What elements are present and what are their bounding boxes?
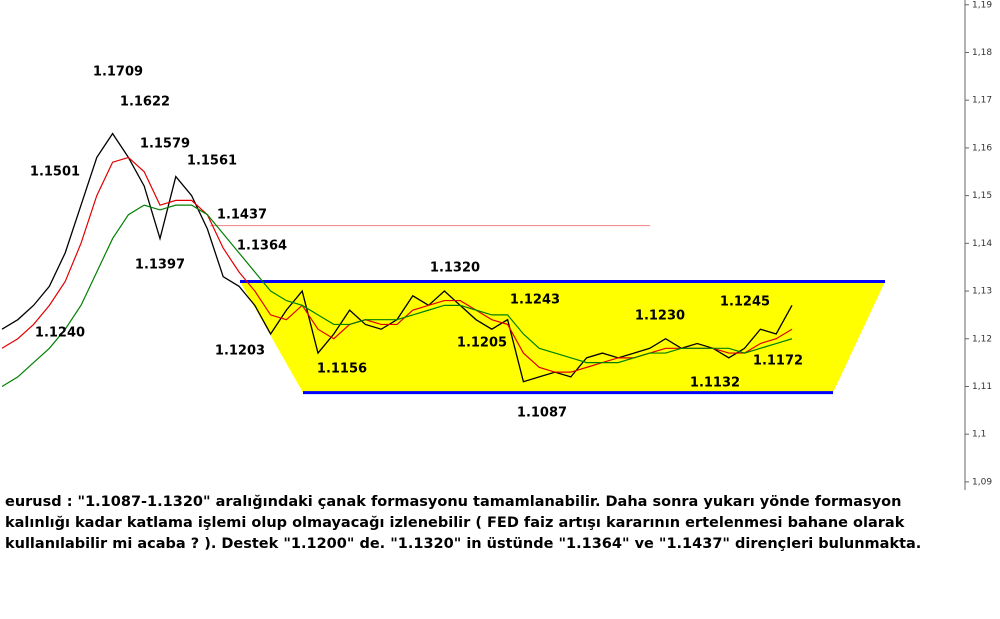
y-tick-label: 1,09	[972, 477, 992, 487]
y-tick-label: 1,19	[972, 0, 992, 10]
y-tick-label: 1,15	[972, 191, 992, 201]
annotation: 1.1243	[510, 293, 560, 308]
annotation: 1.1156	[317, 362, 367, 377]
annotation: 1.1240	[35, 326, 85, 341]
caption: eurusd : "1.1087-1.1320" aralığındaki ça…	[5, 494, 922, 552]
annotation: 1.1205	[457, 336, 507, 351]
annotation: 1.1437	[217, 208, 267, 223]
moving-average	[1, 204, 793, 387]
y-tick-label: 1,14	[972, 239, 992, 249]
y-tick-label: 1,11	[972, 382, 992, 392]
pattern-band	[240, 281, 885, 393]
annotation: 1.1320	[430, 261, 480, 276]
annotation: 1.1579	[140, 137, 190, 152]
moving-average	[1, 156, 793, 373]
y-tick-label: 1,18	[972, 48, 992, 58]
annotation: 1.1622	[120, 95, 170, 110]
annotation: 1.1561	[187, 154, 237, 169]
y-tick-label: 1,13	[972, 287, 992, 297]
chart: 1,09 1,1 1,11 1,12 1,13 1,14 1,15 1,16 1,17 1,18 1…	[1, 0, 992, 490]
y-tick-label: 1,1	[972, 430, 986, 440]
y-tick-label: 1,16	[972, 143, 992, 153]
annotation: 1.1501	[30, 165, 80, 180]
y-tick-label: 1,12	[972, 334, 992, 344]
annotation: 1.1132	[690, 376, 740, 391]
annotation: 1.1364	[237, 239, 287, 254]
annotation: 1.1709	[93, 65, 143, 80]
annotation: 1.1087	[517, 406, 567, 421]
annotation: 1.1245	[720, 295, 770, 310]
y-tick-label: 1,17	[972, 96, 992, 106]
annotation: 1.1172	[753, 354, 803, 369]
annotation: 1.1230	[635, 309, 685, 324]
annotation: 1.1397	[135, 258, 185, 273]
annotation: 1.1203	[215, 344, 265, 359]
